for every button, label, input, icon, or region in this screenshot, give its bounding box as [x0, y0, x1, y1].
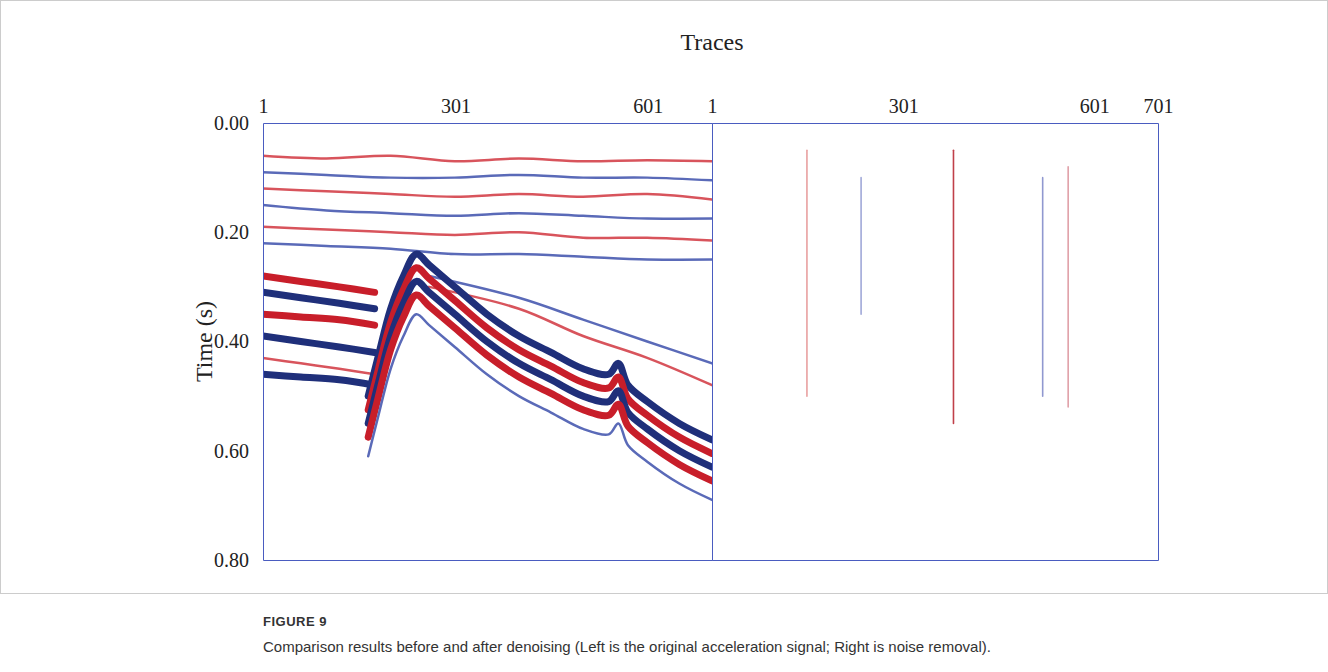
- figure-svg: 1 301 601 0.00 0.20 0.40 0.60 0.80 Time (s) 1 301 6…: [0, 0, 1328, 672]
- x-tick-label: 301: [441, 95, 471, 117]
- reflection-event: [263, 189, 712, 200]
- reflection-event: [368, 314, 712, 500]
- y-tick: 0.60: [214, 440, 263, 462]
- axis-line: [264, 560, 713, 561]
- figure-label: FIGURE 9: [263, 614, 327, 629]
- panel: 1 301 601 0.00 0.20 0.40 0.60 0.80: [214, 95, 713, 571]
- y-tick: 0.00: [214, 112, 263, 134]
- reflection-event: [368, 281, 712, 467]
- reflection-event: [263, 227, 712, 241]
- y-tick-label: 0.80: [214, 549, 249, 571]
- reflection-event: [263, 172, 712, 180]
- reflection-event: [263, 205, 712, 219]
- y-tick: 0.20: [214, 221, 263, 243]
- reflection-event: [263, 156, 712, 162]
- x-tick: 601: [1080, 95, 1110, 123]
- reflection-event: [263, 292, 375, 308]
- y-tick-label: 0.20: [214, 221, 249, 243]
- reflection-event: [263, 374, 375, 385]
- x-tick: 701: [1144, 95, 1174, 123]
- y-tick-label: 0.40: [214, 330, 249, 352]
- figure-border: [1, 1, 1328, 594]
- reflection-event: [263, 243, 712, 260]
- x-tick-label: 701: [1144, 95, 1174, 117]
- reflection-event: [953, 150, 955, 423]
- reflection-event: [263, 314, 375, 325]
- x-axis-bottom: [713, 560, 1159, 561]
- x-tick: 301: [889, 95, 919, 123]
- x-tick-label: 601: [633, 95, 663, 117]
- y-tick-label: 0.00: [214, 112, 249, 134]
- y-axis-title: Time (s): [191, 301, 217, 382]
- axis-line: [713, 560, 1159, 561]
- x-tick: 301: [441, 95, 471, 123]
- axis-line: [713, 123, 1159, 124]
- plot-marks: [263, 156, 712, 500]
- x-tick-label: 601: [1080, 95, 1110, 117]
- x-axis-title: Traces: [680, 29, 743, 55]
- figure-caption: Comparison results before and after deno…: [263, 638, 991, 655]
- reflection-event: [1042, 178, 1044, 397]
- y-axis-right: [1158, 124, 1159, 561]
- x-tick-label: 1: [259, 95, 269, 117]
- reflection-event: [1067, 167, 1069, 407]
- reflection-event: [263, 276, 375, 292]
- x-tick: 601: [633, 95, 663, 123]
- y-tick-label: 0.60: [214, 440, 249, 462]
- reflection-event: [263, 336, 375, 352]
- reflection-event: [263, 358, 375, 374]
- y-axis: [712, 124, 713, 561]
- x-tick: 1: [708, 95, 718, 123]
- x-axis-top: 1 301 601: [259, 95, 713, 124]
- y-axis-right: [712, 124, 713, 561]
- x-axis-top: 1 301 601 701: [708, 95, 1174, 124]
- axis-line: [264, 123, 713, 124]
- reflection-event: [860, 178, 862, 315]
- x-tick-label: 1: [708, 95, 718, 117]
- reflection-event: [806, 150, 808, 396]
- axis-line: [1158, 124, 1159, 561]
- reflection-event: [368, 295, 712, 481]
- axis-line: [712, 124, 713, 561]
- y-axis: 0.00 0.20 0.40 0.60 0.80: [214, 112, 264, 571]
- x-axis-bottom: [264, 560, 713, 561]
- plot-marks: [807, 150, 1068, 423]
- x-tick: 1: [259, 95, 269, 123]
- axis-line: [712, 124, 713, 561]
- axis-line: [263, 124, 264, 561]
- x-tick-label: 301: [889, 95, 919, 117]
- y-tick: 0.40: [214, 330, 263, 352]
- y-tick: 0.80: [214, 549, 263, 571]
- panel: 1 301 601 701: [708, 95, 1174, 561]
